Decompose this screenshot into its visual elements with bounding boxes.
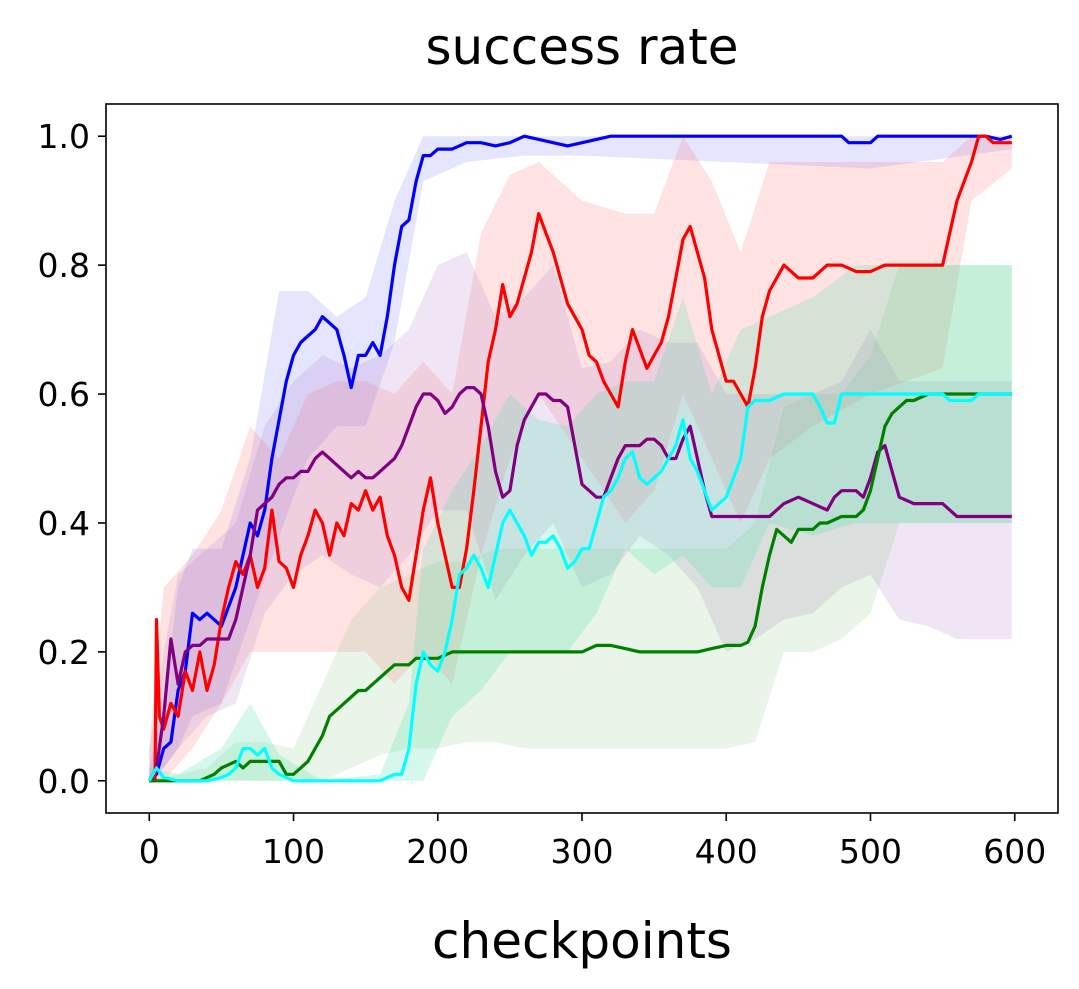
chart-title: success rate (425, 18, 738, 76)
y-tick-label: 0.0 (38, 762, 90, 801)
series-line-3 (147, 386, 1012, 782)
y-tick-label: 0.8 (38, 246, 90, 285)
y-axis-ticks: 0.0 0.2 0.4 0.6 0.8 1.0 (38, 117, 106, 801)
series-band-2 (149, 136, 1012, 781)
y-tick-label: 1.0 (38, 117, 90, 156)
y-tick-label: 0.2 (38, 633, 90, 672)
x-tick-label: 600 (983, 832, 1046, 871)
x-tick-label: 0 (139, 832, 160, 871)
series-line-5 (147, 392, 1012, 783)
series-band-3 (149, 252, 1012, 781)
x-tick-label: 200 (406, 832, 469, 871)
x-axis-label: checkpoints (432, 912, 732, 970)
series-line-4 (149, 392, 1012, 783)
x-tick-label: 300 (551, 832, 614, 871)
y-tick-label: 0.6 (38, 375, 90, 414)
confidence-bands (149, 136, 1012, 781)
y-tick-label: 0.4 (38, 504, 90, 543)
series-lines (147, 134, 1013, 783)
x-tick-label: 400 (695, 832, 758, 871)
x-tick-label: 500 (839, 832, 902, 871)
x-axis-ticks: 0 100 200 300 400 500 600 (139, 813, 1046, 871)
x-tick-label: 100 (262, 832, 325, 871)
series-band-4 (149, 265, 1012, 781)
series-line-1 (148, 134, 1013, 782)
series-line-2 (149, 134, 1012, 783)
